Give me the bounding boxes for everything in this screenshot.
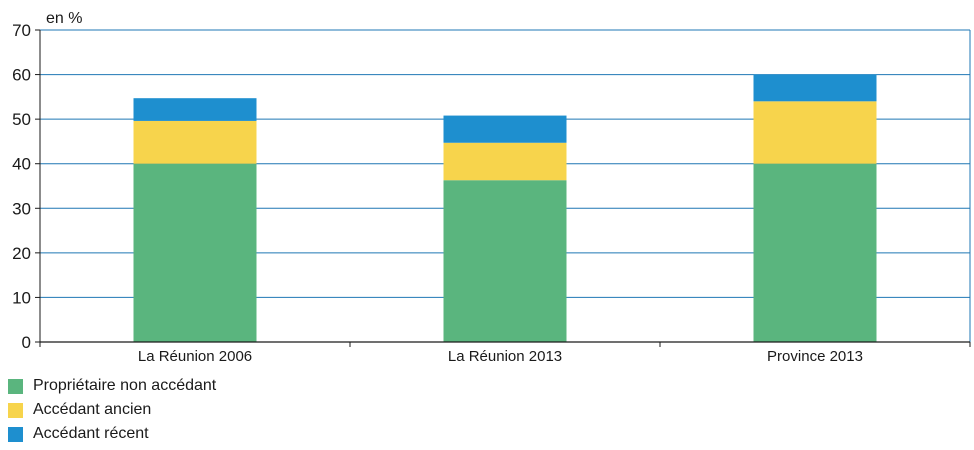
y-tick-label: 10 — [12, 288, 31, 307]
bar-segment — [443, 180, 567, 342]
legend: Propriétaire non accédant Accédant ancien… — [8, 374, 216, 446]
legend-label: Accédant ancien — [33, 401, 152, 418]
stacked-bar-chart: 0 10 20 30 40 50 60 70 La Réunion 2006 La Réunion… — [12, 10, 971, 365]
x-category-label: La Réunion 2013 — [448, 348, 562, 365]
bar-segment — [753, 74, 877, 102]
legend-label: Propriétaire non accédant — [33, 377, 217, 394]
y-tick-label: 70 — [12, 21, 31, 40]
y-tick-label: 20 — [12, 244, 31, 263]
legend-swatch — [8, 402, 23, 418]
bar-segment — [133, 163, 257, 342]
legend-swatch — [8, 426, 23, 442]
bar-segment — [443, 142, 567, 181]
y-axis-unit-label: en % — [46, 10, 82, 27]
y-tick-label: 40 — [12, 155, 31, 174]
y-tick-label: 30 — [12, 199, 31, 218]
legend-label: Accédant récent — [33, 425, 149, 442]
bar-segment — [443, 115, 567, 143]
legend-item: Propriétaire non accédant — [8, 374, 216, 398]
legend-swatch — [8, 378, 23, 394]
bar-segment — [753, 163, 877, 342]
bar-segment — [753, 101, 877, 164]
x-category-label: Province 2013 — [767, 348, 863, 365]
legend-item: Accédant ancien — [8, 398, 216, 422]
axes: 0 10 20 30 40 50 60 70 La Réunion 2006 La Réunion… — [12, 21, 971, 365]
x-category-label: La Réunion 2006 — [138, 348, 252, 365]
y-tick-label: 0 — [22, 333, 31, 352]
bar-segment — [133, 120, 257, 164]
legend-item: Accédant récent — [8, 422, 216, 446]
bar-segment — [133, 98, 257, 121]
y-tick-label: 50 — [12, 110, 31, 129]
y-tick-label: 60 — [12, 66, 31, 85]
bars — [133, 74, 877, 342]
